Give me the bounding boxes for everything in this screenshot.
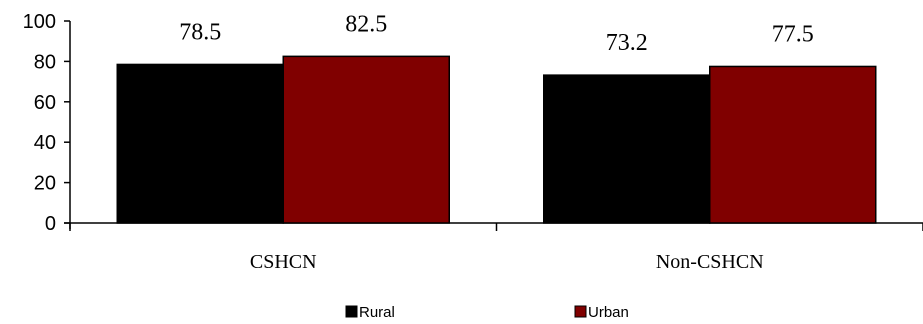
bar-urban-non-cshcn	[709, 65, 877, 224]
legend-swatch-rural	[345, 305, 358, 318]
legend-label-urban: Urban	[588, 304, 629, 321]
y-tick-label: 20	[34, 173, 56, 195]
data-label: 77.5	[772, 21, 814, 47]
legend-swatch-urban	[574, 305, 587, 318]
legend: Rural Urban	[345, 304, 629, 321]
bar-rural-non-cshcn	[543, 74, 711, 224]
data-label: 78.5	[179, 19, 221, 45]
bar-rural-cshcn	[116, 63, 284, 224]
x-category-label: Non-CSHCN	[656, 251, 764, 273]
bars	[116, 55, 877, 224]
y-tick-label: 100	[23, 11, 56, 33]
y-tick-label: 40	[34, 132, 56, 154]
bar-urban-cshcn	[282, 55, 450, 224]
axes: 0 20 40 60 80 100 CSHCN Non-CSHCN	[23, 11, 923, 273]
x-category-label: CSHCN	[250, 251, 317, 273]
y-tick-label: 60	[34, 92, 56, 114]
legend-label-rural: Rural	[359, 304, 395, 321]
data-label: 82.5	[345, 11, 387, 37]
data-label: 73.2	[606, 30, 648, 56]
y-tick-label: 80	[34, 51, 56, 73]
y-tick-label: 0	[45, 213, 56, 235]
data-labels: 78.5 82.5 73.2 77.5	[179, 11, 814, 56]
